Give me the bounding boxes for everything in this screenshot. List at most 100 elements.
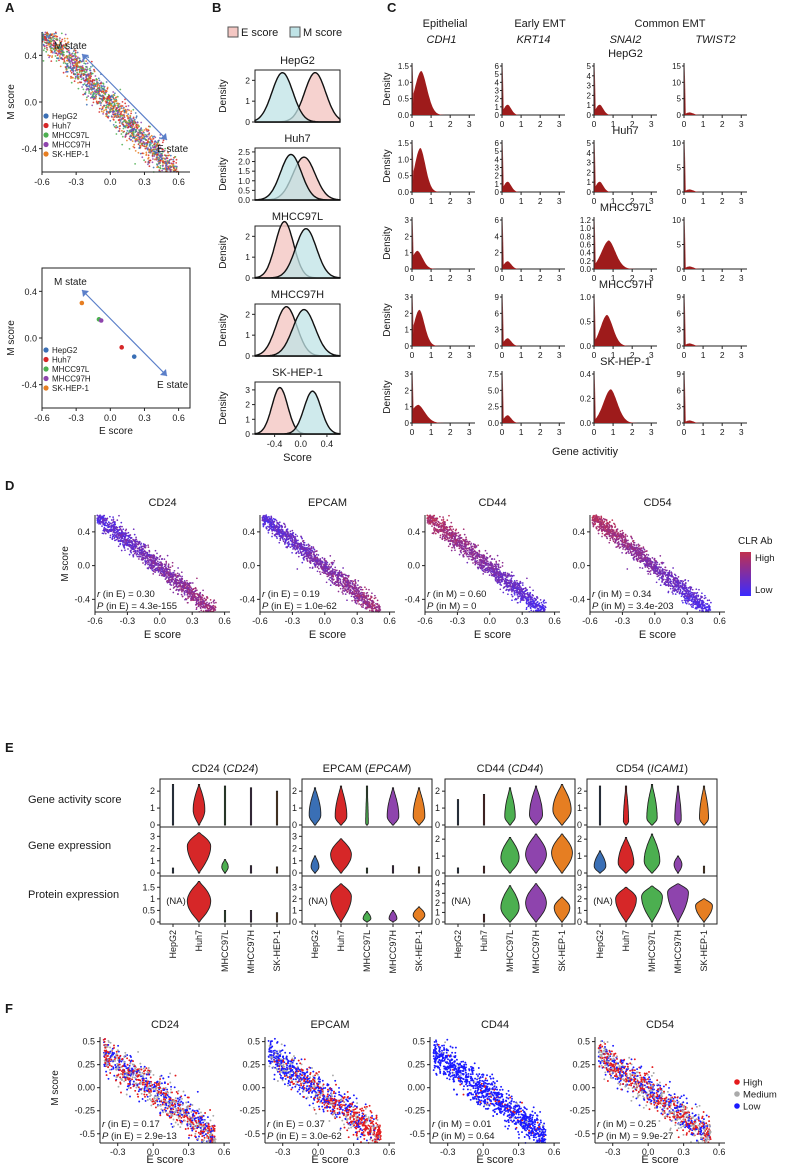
cell-point — [84, 68, 87, 71]
cell-point — [359, 588, 362, 591]
cell-point — [157, 159, 160, 162]
cell-point — [297, 550, 300, 552]
cell-point — [299, 549, 301, 551]
cell-point — [128, 117, 131, 119]
cell-point — [118, 533, 121, 536]
cell-point — [168, 572, 171, 575]
x-tick-label: 0 — [410, 119, 415, 129]
cell-point — [123, 130, 125, 133]
cell-point — [205, 609, 207, 612]
cell-point — [48, 41, 51, 44]
cell-point — [93, 97, 95, 100]
x-tick-label: 2 — [720, 350, 725, 360]
cell-point — [176, 572, 179, 575]
cell-point — [300, 545, 303, 548]
cell-point — [122, 543, 124, 546]
cell-point — [374, 596, 377, 599]
x-tick-label: 2 — [720, 273, 725, 283]
cell-point — [112, 91, 115, 93]
cell-point — [46, 41, 49, 44]
cell-point — [153, 148, 156, 151]
cell-point — [132, 545, 135, 548]
cell-point — [109, 515, 111, 518]
x-tick-label: 1 — [701, 196, 706, 206]
cell-point — [93, 87, 96, 90]
cell-point — [78, 71, 81, 74]
y-tick-label: 5 — [587, 62, 592, 71]
cell-point — [146, 561, 149, 564]
y-tick-label: 1.5 — [238, 166, 250, 176]
mean-point-sk-hep-1 — [79, 300, 85, 306]
cell-point — [147, 154, 150, 157]
cell-point — [89, 79, 92, 82]
p-value-label: P (in E) = 1.0e-62 — [262, 601, 337, 612]
cell-point — [140, 545, 143, 548]
cell-point — [189, 594, 192, 597]
cell-point — [114, 531, 117, 534]
row-title: MHCC97L — [600, 202, 651, 214]
x-tick-label: 0 — [410, 350, 415, 360]
cell-point — [359, 599, 361, 601]
cell-point — [179, 584, 181, 587]
y-tick-label: 2 — [495, 95, 500, 104]
cell-point — [352, 580, 355, 583]
cell-point — [350, 580, 353, 582]
cell-point — [153, 155, 156, 157]
density-panel-title: SK-HEP-1 — [272, 367, 323, 379]
cell-point — [354, 582, 357, 584]
cell-point — [215, 601, 217, 604]
cell-point — [113, 116, 115, 118]
cell-point — [125, 111, 128, 114]
x-tick-label: 3 — [557, 427, 562, 437]
cell-point — [118, 532, 121, 534]
x-tick-label: 0.3 — [186, 616, 199, 626]
y-tick-label: 0 — [245, 117, 250, 127]
cell-point — [54, 52, 56, 54]
cell-point — [143, 129, 146, 131]
clr-scatter-panel: EPCAM-0.6 -0.3 0.0 0.3 0.60.40.0-0.4E scorer… — [239, 497, 395, 641]
cell-point — [126, 115, 129, 117]
cell-point — [136, 552, 139, 555]
cell-point — [161, 169, 164, 172]
cell-point — [91, 72, 93, 75]
cell-point — [111, 538, 114, 541]
cell-point — [46, 49, 49, 51]
y-tick-label: 0.0 — [238, 195, 250, 205]
cell-point — [160, 572, 163, 575]
cell-point — [105, 106, 107, 109]
x-tick-label: 1 — [429, 427, 434, 437]
cell-point — [42, 36, 45, 38]
cell-point — [192, 591, 195, 594]
cell-point — [346, 578, 349, 580]
cell-point — [125, 532, 128, 535]
cell-point — [188, 587, 190, 590]
cell-point — [68, 58, 71, 61]
cell-point — [289, 530, 292, 533]
cell-point — [355, 588, 358, 590]
activity-density — [595, 240, 653, 269]
cell-point — [319, 560, 322, 562]
cell-point — [183, 590, 186, 593]
y-tick-label: 10 — [672, 78, 681, 87]
cell-point — [132, 132, 135, 135]
x-tick-label: 1 — [701, 273, 706, 283]
cell-point — [170, 584, 173, 586]
cell-point — [173, 573, 176, 576]
x-tick-label: 0 — [592, 273, 597, 283]
cell-point — [95, 91, 98, 94]
y-tick-label: 4 — [587, 72, 592, 81]
x-tick-label: 2 — [630, 427, 635, 437]
y-tick-label: 3 — [245, 385, 250, 395]
x-tick-label: 1 — [519, 350, 524, 360]
cell-point — [93, 68, 95, 71]
cell-point — [155, 558, 158, 561]
cell-point — [165, 576, 168, 579]
cell-point — [152, 146, 154, 149]
cell-point — [158, 169, 161, 172]
cell-point — [54, 31, 57, 34]
cell-point — [121, 110, 124, 113]
cell-point — [118, 113, 121, 116]
cell-point — [175, 166, 178, 169]
